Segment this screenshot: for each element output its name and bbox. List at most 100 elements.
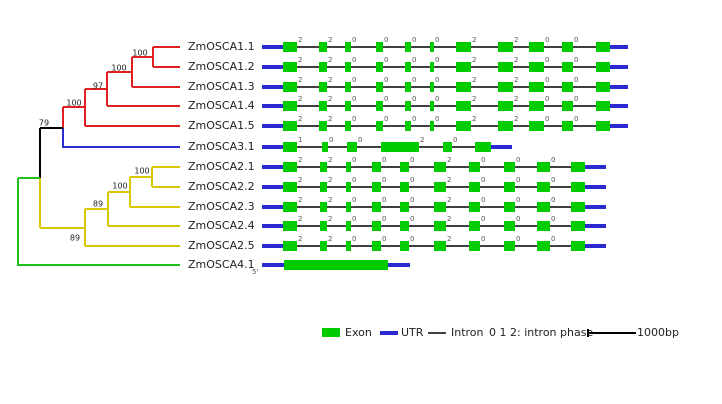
intron-phase: 0	[516, 215, 520, 223]
intron-phase: 2	[420, 136, 424, 144]
intron-phase: 0	[384, 56, 388, 64]
exon	[283, 162, 297, 172]
intron-phase: 0	[516, 156, 520, 164]
exon	[345, 101, 351, 111]
exon	[434, 162, 446, 172]
exon	[400, 162, 409, 172]
exon	[284, 260, 388, 270]
intron-phase: 2	[328, 56, 332, 64]
intron-phase: 0	[382, 235, 386, 243]
exon	[345, 42, 351, 52]
exon	[283, 241, 297, 251]
gene-name: ZmOSCA1.4	[188, 99, 255, 112]
exon	[529, 62, 544, 72]
intron-phase: 2	[447, 156, 451, 164]
intron-phase: 2	[298, 36, 302, 44]
intron-phase: 0	[574, 76, 578, 84]
bootstrap-value: 89	[93, 200, 103, 209]
intron-phase: 0	[352, 215, 356, 223]
intron-phase: 0	[382, 156, 386, 164]
intron-phase: 0	[358, 136, 362, 144]
intron-phase: 0	[329, 136, 333, 144]
intron-phase: 2	[328, 36, 332, 44]
gene-name: ZmOSCA1.5	[188, 119, 255, 132]
gene-name: ZmOSCA1.2	[188, 60, 255, 73]
intron-phase: 2	[472, 56, 476, 64]
exon	[562, 121, 573, 131]
exon	[319, 42, 327, 52]
legend-exon: Exon	[345, 326, 372, 339]
intron-phase: 0	[412, 36, 416, 44]
scale-bar	[587, 329, 636, 337]
exon	[372, 162, 381, 172]
intron-phase: 2	[298, 176, 302, 184]
exon	[562, 62, 573, 72]
exon	[405, 82, 411, 92]
intron-phase: 0	[352, 95, 356, 103]
intron-phase: 2	[472, 115, 476, 123]
bootstrap-value: 100	[134, 167, 149, 176]
intron-phase: 2	[328, 215, 332, 223]
scale-label: 1000bp	[637, 326, 679, 339]
exon	[498, 62, 513, 72]
exon	[596, 42, 610, 52]
exon	[434, 202, 446, 212]
exon	[319, 121, 327, 131]
intron-phase: 0	[410, 235, 414, 243]
intron-phase: 0	[352, 36, 356, 44]
exon	[376, 101, 383, 111]
exon	[430, 101, 434, 111]
intron-phase: 2	[298, 215, 302, 223]
exon	[529, 42, 544, 52]
intron-phase: 0	[410, 156, 414, 164]
intron-phase: 0	[352, 235, 356, 243]
intron-phase: 2	[514, 76, 518, 84]
intron-phase: 0	[352, 76, 356, 84]
intron-phase: 0	[382, 215, 386, 223]
intron-phase: 0	[435, 115, 439, 123]
exon	[320, 162, 327, 172]
exon	[376, 62, 383, 72]
exon	[346, 241, 351, 251]
exon	[320, 182, 327, 192]
exon	[529, 101, 544, 111]
exon	[430, 42, 434, 52]
exon	[345, 121, 351, 131]
intron-phase: 0	[574, 115, 578, 123]
exon	[498, 121, 513, 131]
intron-phase: 2	[298, 235, 302, 243]
intron-phase: 0	[410, 196, 414, 204]
exon	[504, 241, 515, 251]
intron-phase: 0	[384, 115, 388, 123]
exon	[562, 82, 573, 92]
exon	[283, 142, 297, 152]
intron-phase: 0	[574, 56, 578, 64]
exon	[504, 182, 515, 192]
exon	[498, 82, 513, 92]
intron-phase: 0	[352, 176, 356, 184]
exon	[381, 142, 419, 152]
gene-name: ZmOSCA3.1	[188, 140, 255, 153]
intron-phase: 0	[516, 196, 520, 204]
intron-phase: 0	[410, 215, 414, 223]
exon	[469, 202, 480, 212]
exon	[529, 121, 544, 131]
gene-name: ZmOSCA2.1	[188, 160, 255, 173]
intron-phase: 0	[412, 115, 416, 123]
bootstrap-value: 89	[70, 234, 80, 243]
exon	[430, 82, 434, 92]
exon	[319, 101, 327, 111]
exon	[346, 182, 351, 192]
exon	[562, 42, 573, 52]
intron-phase: 0	[516, 235, 520, 243]
exon	[469, 241, 480, 251]
exon	[537, 162, 550, 172]
exon	[400, 241, 409, 251]
exon	[456, 42, 471, 52]
intron-phase: 2	[328, 115, 332, 123]
exon	[372, 182, 381, 192]
exon	[562, 101, 573, 111]
legend-intron: Intron	[451, 326, 484, 339]
exon	[283, 42, 297, 52]
